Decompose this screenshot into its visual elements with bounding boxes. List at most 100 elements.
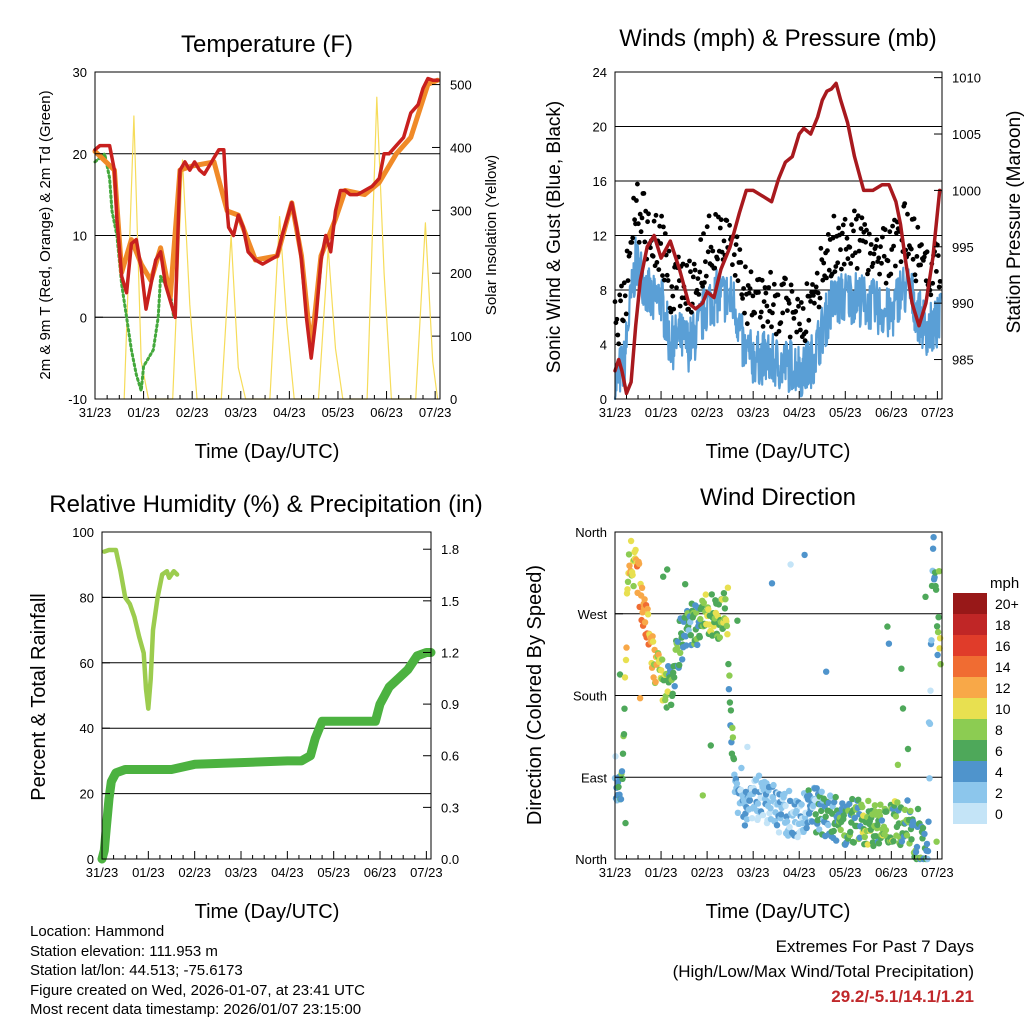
direction-point — [660, 573, 667, 580]
gust-point — [890, 223, 895, 229]
gust-point — [727, 222, 732, 228]
direction-point — [664, 688, 671, 695]
direction-point — [707, 742, 714, 749]
direction-point — [933, 838, 940, 845]
gust-point — [849, 222, 854, 228]
gust-point — [786, 300, 792, 306]
gust-point — [888, 271, 894, 277]
y2-tick-label: 1.8 — [441, 542, 459, 557]
y-tick-label: 20 — [593, 120, 607, 135]
gust-point — [924, 249, 930, 255]
direction-point — [668, 701, 675, 708]
direction-point — [928, 637, 935, 644]
direction-points — [611, 534, 944, 863]
direction-point — [725, 686, 733, 693]
y2-tick-label: 100 — [450, 329, 472, 344]
gust-point — [876, 255, 882, 261]
gust-point — [905, 211, 910, 217]
direction-point — [768, 580, 776, 587]
station-latlon: Station lat/lon: 44.513; -75.6173 — [30, 962, 243, 979]
direction-point — [859, 803, 866, 811]
gust-point — [776, 328, 782, 334]
gust-point — [804, 281, 810, 287]
direction-point — [625, 551, 633, 558]
direction-point — [864, 841, 871, 848]
humidity-ylabel: Percent & Total Rainfall — [28, 593, 50, 801]
y-tick-label: East — [581, 770, 607, 785]
gust-point — [878, 244, 883, 250]
gust-point — [690, 274, 696, 280]
direction-point — [929, 545, 937, 552]
gust-point — [910, 256, 916, 262]
y2-tick-label: 0.9 — [441, 697, 459, 712]
direction-point — [818, 807, 825, 815]
sonic-wind-line — [613, 236, 942, 401]
gust-point — [686, 306, 691, 312]
temperature-ylabel: 2m & 9m T (Red, Orange) & 2m Td (Green) — [37, 90, 54, 379]
gust-point — [656, 267, 662, 272]
gust-point — [659, 213, 664, 219]
legend-swatch — [953, 740, 987, 761]
gust-point — [625, 278, 631, 283]
gust-point — [687, 258, 692, 264]
gust-point — [870, 260, 876, 266]
gust-point — [854, 266, 860, 271]
x-tick-label: 05/23 — [829, 405, 862, 420]
station-pressure-line — [613, 81, 942, 396]
gust-point — [666, 248, 672, 254]
direction-point — [783, 818, 791, 825]
gust-point — [731, 252, 737, 258]
direction-point — [837, 826, 844, 834]
direction-point — [726, 699, 734, 706]
direction-point — [871, 802, 879, 809]
y-tick-label: -10 — [68, 392, 87, 407]
gust-point — [662, 231, 668, 237]
direction-point — [885, 640, 893, 647]
direction-point — [785, 787, 793, 795]
x-tick-label: 05/23 — [829, 865, 862, 880]
direction-point — [818, 788, 825, 795]
direction-point — [899, 705, 907, 712]
direction-point — [708, 591, 715, 598]
gust-point — [875, 259, 881, 264]
gust-point — [794, 329, 800, 335]
gust-point — [627, 250, 633, 256]
gust-point — [629, 240, 635, 245]
extremes-box: Extremes For Past 7 Days (High/Low/Max W… — [673, 934, 974, 1009]
direction-point — [829, 810, 836, 817]
gust-point — [737, 247, 743, 253]
gust-point — [617, 292, 623, 298]
direction-point — [720, 590, 728, 597]
direction-point — [810, 802, 817, 809]
direction-point — [702, 591, 709, 598]
direction-point — [914, 805, 922, 813]
gust-point — [735, 278, 741, 284]
gust-point — [697, 269, 703, 275]
extremes-title: Extremes For Past 7 Days — [775, 937, 974, 956]
gust-point — [853, 250, 858, 256]
direction-point — [787, 561, 794, 568]
y2-tick-label: 500 — [450, 78, 472, 93]
x-tick-label: 01/23 — [645, 405, 678, 420]
gust-point — [759, 277, 765, 283]
gust-point — [818, 245, 824, 251]
gust-point — [781, 281, 786, 287]
gust-point — [618, 298, 623, 304]
direction-point — [618, 768, 626, 775]
gust-point — [637, 211, 643, 217]
gust-point — [770, 310, 775, 316]
gust-point — [830, 235, 836, 241]
y2-tick-label: 1005 — [952, 127, 981, 142]
direction-point — [901, 806, 909, 813]
gust-point — [840, 222, 846, 228]
y-tick-label: 100 — [72, 525, 94, 540]
direction-point — [696, 634, 703, 641]
recent-timestamp: Most recent data timestamp: 2026/01/07 2… — [30, 1001, 362, 1018]
gust-point — [798, 300, 804, 305]
direction-point — [649, 638, 657, 645]
direction-point — [715, 601, 722, 608]
direction-point — [878, 817, 886, 824]
direction-point — [683, 642, 690, 649]
temperature-panel: Temperature (F) 31/23 01/23 02/23 03/23 04/2… — [37, 31, 500, 463]
gust-point — [803, 329, 809, 335]
